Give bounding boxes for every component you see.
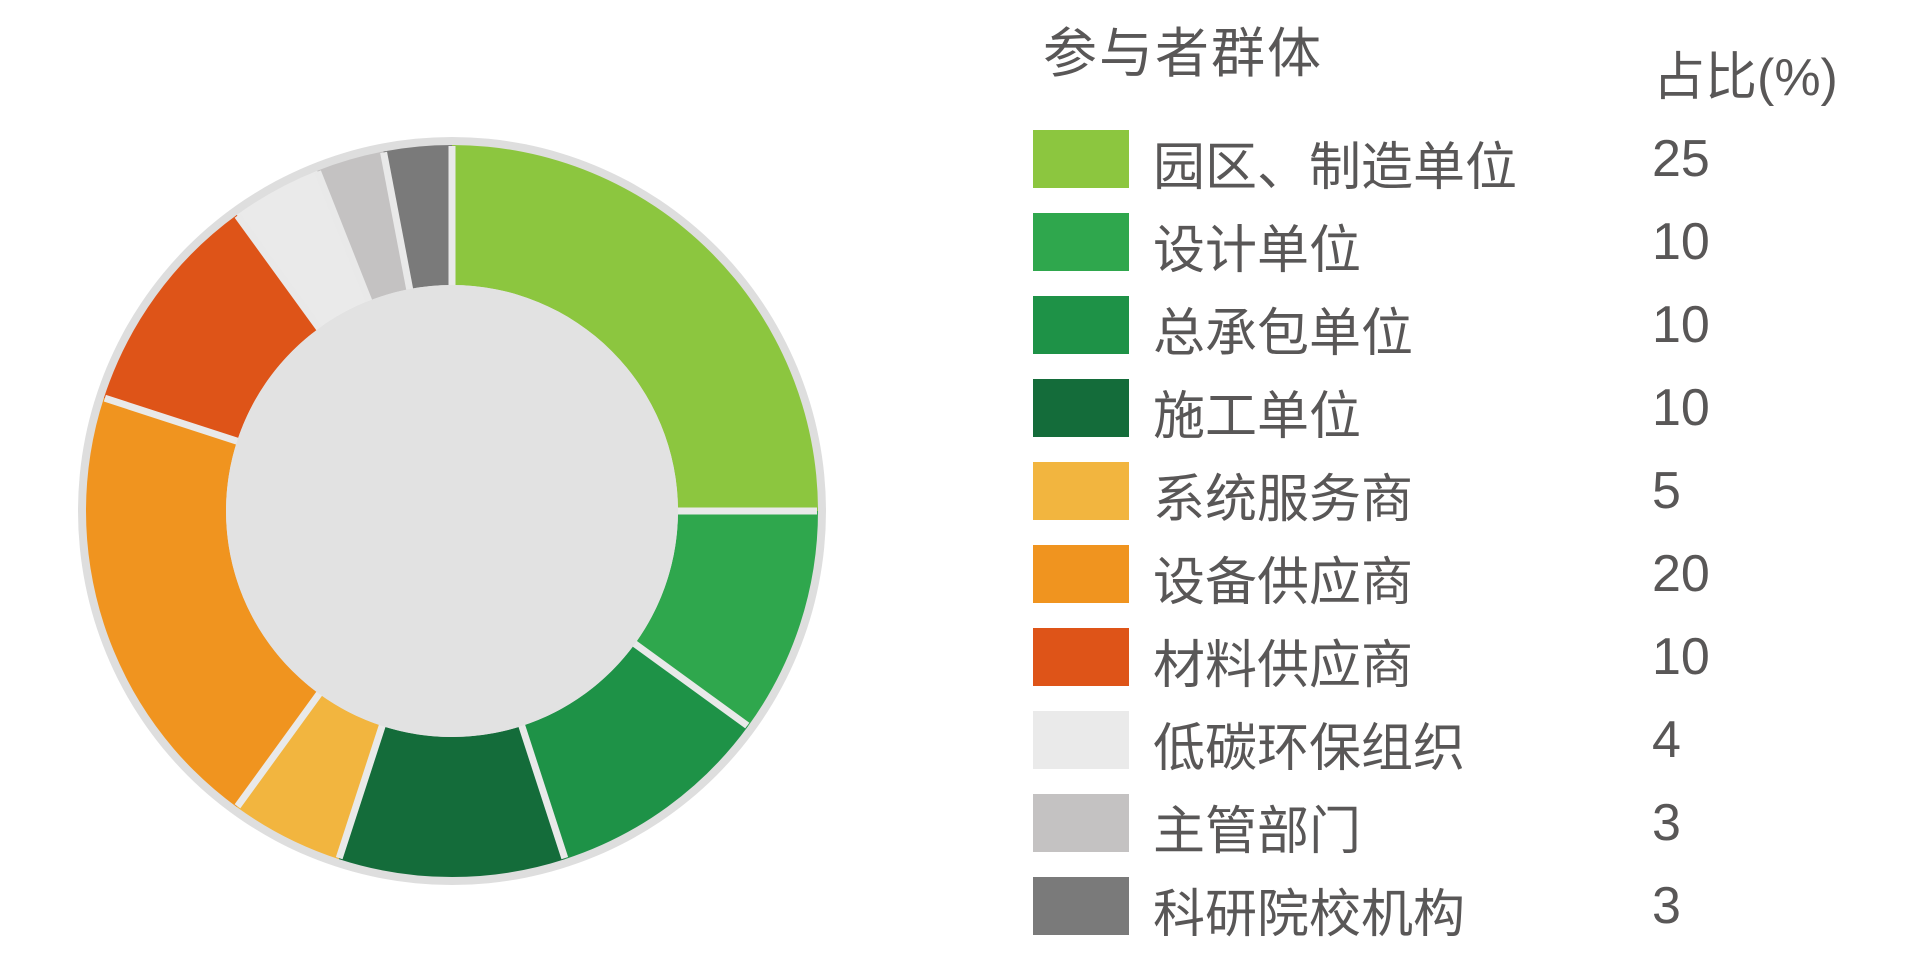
legend-swatch [1033, 213, 1129, 271]
legend-value: 25 [1652, 130, 1710, 188]
donut-slice-6 [103, 214, 320, 442]
legend-swatch [1033, 794, 1129, 852]
legend-label: 材料供应商 [1153, 637, 1414, 695]
legend-value: 10 [1652, 379, 1710, 437]
legend-label: 园区、制造单位 [1153, 139, 1518, 197]
legend-row: 低碳环保组织 4 [1033, 711, 1893, 775]
legend-swatch [1033, 711, 1129, 769]
legend-row: 材料供应商 10 [1033, 628, 1893, 692]
legend-row: 设备供应商 20 [1033, 545, 1893, 609]
legend-value: 5 [1652, 462, 1681, 520]
legend-swatch [1033, 628, 1129, 686]
donut-slice-8 [317, 151, 410, 301]
legend-value: 3 [1652, 794, 1681, 852]
legend-label: 主管部门 [1153, 803, 1362, 861]
legend-value: 10 [1652, 296, 1710, 354]
legend-row: 主管部门 3 [1033, 794, 1893, 858]
legend-swatch [1033, 130, 1129, 188]
legend-value: 20 [1652, 545, 1710, 603]
slice-separator [516, 717, 569, 860]
legend-swatch [1033, 379, 1129, 437]
legend-row: 设计单位 10 [1033, 213, 1893, 277]
legend-label: 设计单位 [1153, 222, 1362, 280]
donut-chart [78, 137, 826, 885]
legend-label: 总承包单位 [1153, 305, 1414, 363]
legend-swatch [1033, 296, 1129, 354]
donut-slice-9 [383, 145, 452, 290]
donut-slice-4 [236, 693, 383, 860]
donut-slice-0 [452, 145, 818, 511]
legend-row: 施工单位 10 [1033, 379, 1893, 443]
donut-slice-1 [634, 511, 818, 727]
slice-separator [103, 394, 246, 447]
donut-slice-5 [86, 397, 320, 808]
legend-label: 设备供应商 [1153, 554, 1414, 612]
legend-row: 总承包单位 10 [1033, 296, 1893, 360]
legend-value: 4 [1652, 711, 1681, 769]
slice-separator [335, 717, 388, 860]
slice-separator [626, 636, 750, 729]
donut-slice-3 [338, 725, 566, 877]
legend-value: 10 [1652, 628, 1710, 686]
legend-title: 参与者群体 [1043, 24, 1323, 84]
legend-swatch [1033, 545, 1129, 603]
legend-row: 系统服务商 5 [1033, 462, 1893, 526]
legend-label: 施工单位 [1153, 388, 1362, 446]
slice-separator [380, 151, 415, 298]
legend-row: 科研院校机构 3 [1033, 877, 1893, 941]
legend-value: 3 [1652, 877, 1681, 935]
donut-slice-2 [521, 643, 749, 860]
legend-label: 系统服务商 [1153, 471, 1414, 529]
slice-separator [314, 170, 376, 310]
slice-separator [234, 685, 327, 809]
legend-swatch [1033, 877, 1129, 935]
donut-slice-7 [236, 170, 369, 329]
slice-separator [234, 213, 327, 337]
donut-center [226, 285, 678, 737]
legend-value: 10 [1652, 213, 1710, 271]
legend-row: 园区、制造单位 25 [1033, 130, 1893, 194]
legend-value-header: 占比(%) [1653, 49, 1838, 107]
legend-swatch [1033, 462, 1129, 520]
legend-label: 低碳环保组织 [1153, 720, 1466, 778]
legend-label: 科研院校机构 [1153, 886, 1466, 944]
